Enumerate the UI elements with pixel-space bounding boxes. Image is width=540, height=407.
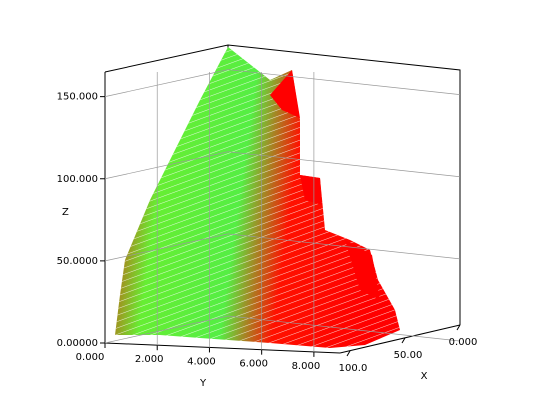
- grid-line: [227, 233, 461, 260]
- x-tick-label: 50.00: [394, 350, 423, 361]
- x-tick: [401, 337, 406, 344]
- grid-line: [104, 151, 229, 180]
- x-tick-label: 0.000: [449, 337, 478, 348]
- surface: [115, 47, 400, 348]
- y-tick-label: 8.000: [292, 361, 321, 372]
- z-tick-label: 50.0000: [57, 256, 98, 267]
- x-tick-label: 100.0: [339, 363, 368, 374]
- x-tick: [346, 350, 351, 357]
- grid-line: [227, 69, 461, 95]
- y-tick-label: 6.000: [239, 359, 268, 370]
- x-tick: [456, 324, 461, 331]
- grid-line: [104, 233, 229, 262]
- z-axis-label: Z: [62, 207, 69, 218]
- y-tick-label: 4.000: [187, 356, 216, 367]
- grid-line: [104, 69, 229, 97]
- y-tick-label: 2.000: [135, 354, 164, 365]
- grid-line: [227, 315, 461, 342]
- z-tick-label: 100.000: [57, 174, 98, 185]
- y-axis-label: Y: [199, 378, 207, 389]
- grid-line: [227, 151, 461, 178]
- grid-line: [104, 315, 229, 344]
- z-tick-label: 0.00000: [57, 338, 98, 349]
- y-tick-label: 0.000: [76, 352, 105, 363]
- z-tick-label: 150.000: [57, 92, 98, 103]
- x-axis-label: X: [421, 371, 428, 382]
